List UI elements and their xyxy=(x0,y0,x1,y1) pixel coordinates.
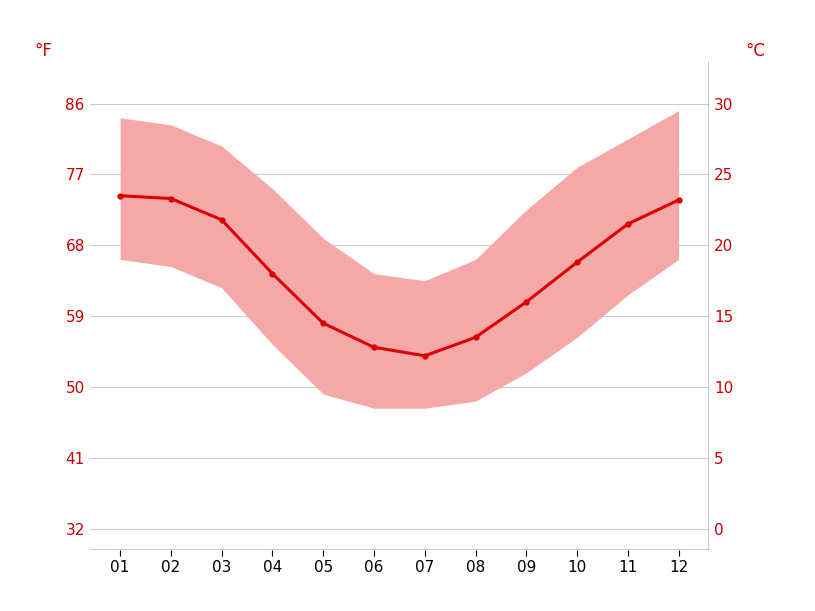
Text: °F: °F xyxy=(34,42,52,60)
Text: °C: °C xyxy=(746,42,765,60)
